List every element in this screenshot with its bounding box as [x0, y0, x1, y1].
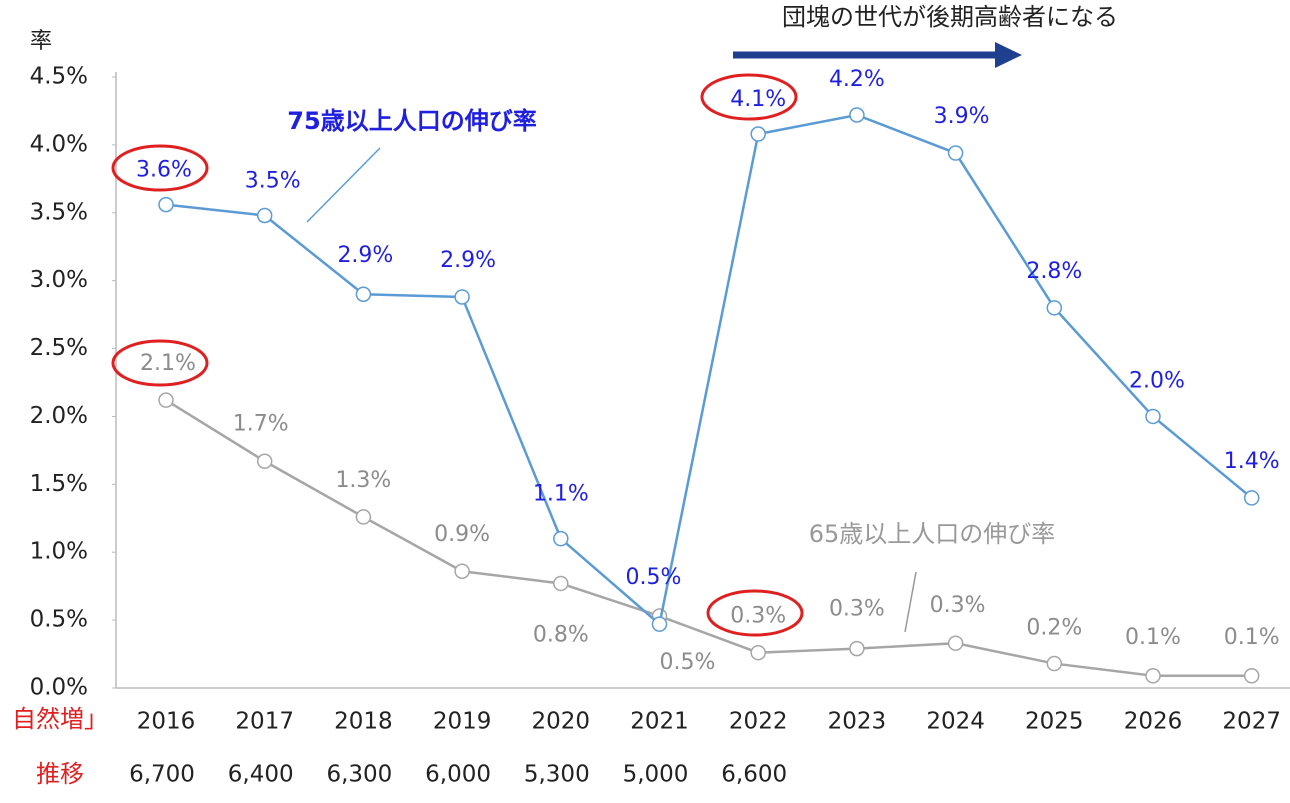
data-label: 0.3% — [730, 604, 786, 629]
point — [454, 563, 470, 579]
x-tick-label: 2025 — [1025, 709, 1084, 735]
data-label: 2.1% — [140, 351, 196, 376]
row-value: 6,000 — [425, 762, 491, 788]
row-value: 6,600 — [721, 762, 787, 788]
point — [1243, 668, 1260, 684]
y-tick-label: 4.0% — [30, 131, 88, 157]
y-tick-label: 3.5% — [30, 199, 88, 225]
point — [750, 126, 766, 142]
point — [651, 616, 668, 632]
data-label: 3.5% — [245, 168, 301, 193]
data-label: 3.6% — [136, 158, 192, 183]
leader-line — [904, 571, 917, 633]
series-label: 65歳以上人口の伸び率 — [809, 520, 1056, 548]
x-tick-label: 2021 — [630, 709, 689, 735]
point — [553, 530, 569, 547]
point — [947, 145, 964, 161]
x-tick-label: 2022 — [729, 709, 788, 735]
point — [849, 640, 865, 657]
data-label: 2.9% — [337, 243, 393, 268]
data-label: 0.5% — [626, 565, 682, 590]
data-label: 0.1% — [1125, 625, 1181, 650]
point — [355, 509, 372, 525]
x-tick-label: 2026 — [1124, 709, 1183, 735]
series-line — [165, 399, 1252, 678]
leader-line — [306, 147, 381, 223]
data-label: 0.1% — [1224, 625, 1280, 650]
data-label: 0.5% — [660, 650, 716, 675]
point — [849, 107, 865, 123]
x-tick-label: 2016 — [137, 709, 196, 735]
y-tick-label: 4.5% — [30, 64, 88, 90]
series-line — [165, 113, 1253, 627]
y-tick-label: 1.0% — [30, 539, 88, 565]
data-label: 0.3% — [930, 593, 986, 618]
y-axis-label: 率 — [30, 29, 52, 54]
row-value: 5,300 — [524, 762, 590, 788]
data-label: 2.0% — [1129, 368, 1185, 393]
row-value: 6,400 — [228, 762, 294, 788]
point — [750, 644, 766, 661]
point — [158, 392, 174, 408]
x-tick-label: 2017 — [235, 709, 294, 735]
point — [1145, 668, 1161, 684]
data-label: 2.8% — [1026, 259, 1082, 284]
row-label: 自然増」 — [12, 705, 108, 733]
y-tick-label: 2.0% — [30, 403, 88, 429]
data-label: 1.3% — [335, 468, 391, 493]
series-label: 75歳以上人口の伸び率 — [287, 107, 536, 135]
point — [1046, 300, 1063, 316]
data-label: 0.2% — [1026, 616, 1082, 641]
data-label: 2.9% — [440, 248, 496, 273]
point — [158, 196, 174, 213]
highlight — [700, 73, 798, 121]
row-value: 6,700 — [129, 762, 195, 788]
data-label: 1.1% — [533, 482, 589, 507]
point — [1046, 655, 1063, 672]
x-tick-label: 2018 — [334, 709, 393, 735]
y-tick-label: 0.0% — [30, 675, 88, 701]
row-value: 5,000 — [623, 762, 689, 788]
point — [454, 289, 470, 305]
data-label: 0.9% — [434, 522, 490, 547]
data-label: 4.2% — [829, 67, 885, 92]
point — [1145, 408, 1161, 425]
y-tick-label: 0.5% — [30, 607, 88, 633]
data-label: 0.8% — [533, 622, 589, 647]
x-tick-label: 2023 — [828, 709, 887, 735]
point — [553, 575, 569, 592]
data-label: 3.9% — [934, 104, 990, 129]
point — [256, 453, 273, 470]
highlight — [111, 339, 209, 387]
point — [256, 207, 273, 224]
data-label: 4.1% — [730, 87, 786, 112]
arrow-head — [995, 42, 1022, 68]
data-label: 1.7% — [233, 411, 289, 436]
y-tick-label: 3.0% — [30, 267, 88, 293]
highlight — [111, 144, 209, 192]
point — [947, 635, 964, 651]
x-tick-label: 2020 — [532, 709, 591, 735]
highlight — [706, 589, 804, 637]
x-tick-label: 2019 — [433, 709, 492, 735]
row-value: 6,300 — [326, 762, 392, 788]
y-tick-label: 1.5% — [30, 471, 88, 497]
x-tick-label: 2027 — [1222, 709, 1281, 735]
annotation: 団塊の世代が後期高齢者になる — [782, 3, 1118, 31]
point — [1243, 490, 1260, 506]
row-label: 推移 — [36, 760, 84, 788]
data-label: 1.4% — [1224, 449, 1280, 474]
point — [355, 286, 372, 302]
x-tick-label: 2024 — [926, 709, 985, 735]
data-label: 0.3% — [829, 597, 885, 622]
y-tick-label: 2.5% — [30, 335, 88, 361]
